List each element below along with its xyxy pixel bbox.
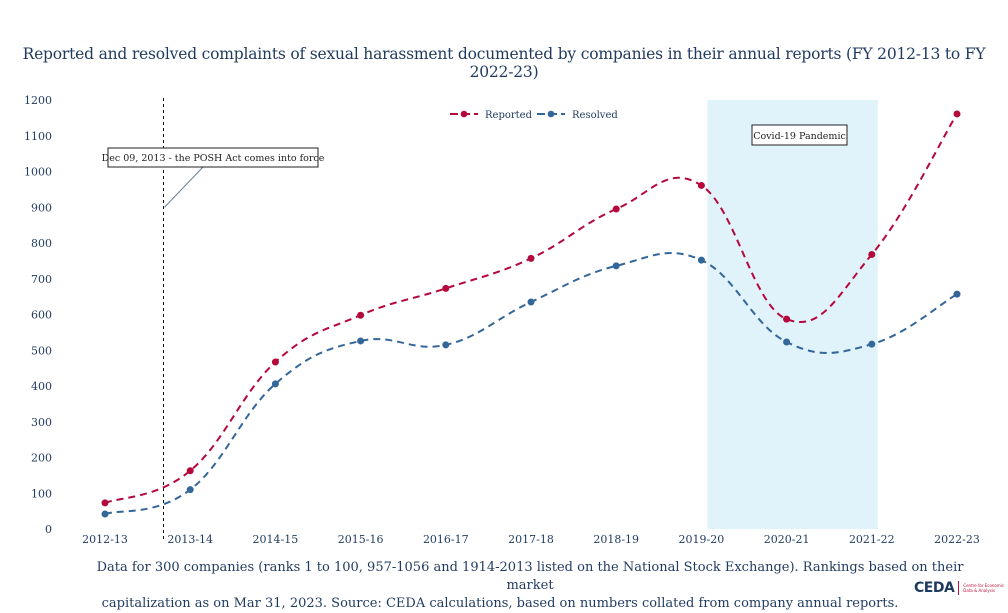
logo-divider (958, 581, 960, 595)
x-tick-label: 2021-22 (849, 533, 895, 546)
chart-title: Reported and resolved complaints of sexu… (22, 45, 986, 81)
y-tick-label: 1200 (24, 94, 52, 107)
x-tick-label: 2013-14 (167, 533, 213, 546)
x-tick-label: 2022-23 (934, 533, 980, 546)
x-tick-label: 2014-15 (253, 533, 299, 546)
resolved-point-2013-14[interactable] (186, 486, 194, 494)
legend: Reported Resolved (450, 110, 618, 121)
resolved-point-2020-21[interactable] (783, 338, 791, 346)
legend-resolved-marker (547, 110, 555, 118)
posh-annotation-text: Dec 09, 2013 - the POSH Act comes into f… (102, 153, 325, 164)
y-tick-label: 600 (31, 309, 52, 322)
resolved-point-2018-19[interactable] (612, 262, 620, 270)
y-tick-label: 200 (31, 452, 52, 465)
reported-point-2020-21[interactable] (783, 315, 791, 323)
x-tick-label: 2015-16 (338, 533, 384, 546)
series-reported (101, 110, 961, 507)
legend-resolved-label: Resolved (572, 110, 618, 121)
logo-subtitle: Centre for Economic Data & Analysis (963, 583, 1005, 593)
reported-point-2016-17[interactable] (442, 284, 450, 292)
x-tick-label: 2018-19 (593, 533, 639, 546)
footnote-line-1: Data for 300 companies (ranks 1 to 100, … (96, 560, 964, 593)
x-tick-label: 2016-17 (423, 533, 469, 546)
resolved-point-2015-16[interactable] (357, 337, 365, 345)
resolved-point-2014-15[interactable] (271, 380, 279, 388)
legend-item-reported[interactable]: Reported (450, 110, 533, 121)
reported-point-2015-16[interactable] (357, 311, 365, 319)
reported-point-2012-13[interactable] (101, 499, 109, 507)
y-tick-label: 700 (31, 273, 52, 286)
reported-point-2014-15[interactable] (271, 358, 279, 366)
y-tick-label: 900 (31, 201, 52, 214)
y-tick-label: 0 (45, 523, 52, 536)
reported-point-2018-19[interactable] (612, 205, 620, 213)
reported-point-2019-20[interactable] (697, 181, 705, 189)
y-tick-label: 500 (31, 344, 52, 357)
resolved-point-2019-20[interactable] (697, 256, 705, 264)
ceda-logo: CEDA Centre for Economic Data & Analysis (914, 580, 1004, 596)
resolved-point-2016-17[interactable] (442, 341, 450, 349)
covid-shaded-region (707, 100, 878, 529)
legend-item-resolved[interactable]: Resolved (537, 110, 618, 121)
x-tick-label: 2020-21 (764, 533, 810, 546)
series-resolved (101, 252, 961, 518)
resolved-point-2022-23[interactable] (953, 290, 961, 298)
legend-reported-label: Reported (485, 110, 533, 121)
x-tick-label: 2019-20 (679, 533, 725, 546)
reported-point-2022-23[interactable] (953, 110, 961, 118)
y-tick-label: 400 (31, 380, 52, 393)
posh-annotation-arrow (164, 166, 204, 208)
y-tick-label: 1100 (24, 130, 52, 143)
y-tick-label: 300 (31, 416, 52, 429)
covid-annotation-text: Covid-19 Pandemic (753, 131, 846, 142)
resolved-point-2012-13[interactable] (101, 510, 109, 518)
reported-point-2021-22[interactable] (868, 250, 876, 258)
x-axis: 2012-13 2013-14 2014-15 2015-16 2016-17 2017-… (82, 533, 980, 546)
legend-reported-marker (460, 110, 468, 118)
reported-point-2013-14[interactable] (186, 467, 194, 475)
posh-annotation-box (107, 147, 319, 168)
logo-mark: CEDA (914, 580, 955, 596)
covid-annotation-box (751, 124, 848, 146)
resolved-point-2021-22[interactable] (868, 340, 876, 348)
x-tick-label: 2012-13 (82, 533, 128, 546)
y-tick-label: 1000 (24, 166, 52, 179)
footnote: Data for 300 companies (ranks 1 to 100, … (80, 559, 980, 613)
y-tick-label: 100 (31, 487, 52, 500)
footnote-line-2: capitalization as on Mar 31, 2023. Sourc… (101, 596, 899, 611)
y-axis: 0 100 200 300 400 500 600 700 800 900 1000 1100 1200 (24, 94, 52, 536)
y-tick-label: 800 (31, 237, 52, 250)
reported-point-2017-18[interactable] (527, 254, 535, 262)
x-tick-label: 2017-18 (508, 533, 554, 546)
resolved-point-2017-18[interactable] (527, 298, 535, 306)
